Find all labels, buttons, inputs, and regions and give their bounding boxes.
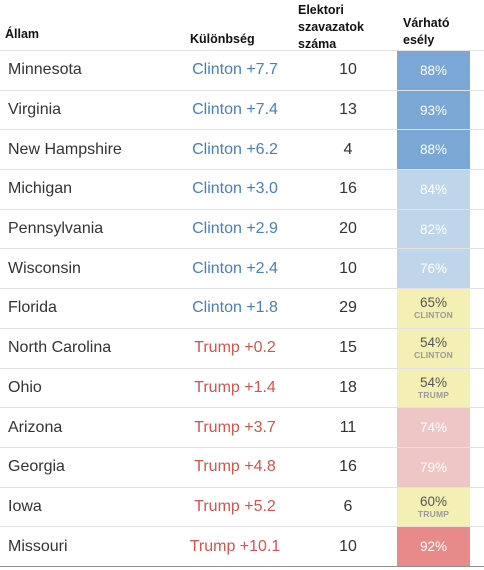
probability-value: 82% xyxy=(419,221,448,237)
table-row: Arizona Trump +3.7 11 74% xyxy=(0,407,484,447)
margin-value: Trump +4.8 xyxy=(194,458,276,476)
electoral-votes-value: 20 xyxy=(339,220,357,238)
probability-cell: 60% TRUMP xyxy=(397,487,470,527)
header-probability: Várható esély xyxy=(403,16,450,47)
state-name: Ohio xyxy=(8,378,42,396)
state-name: Virginia xyxy=(8,101,62,119)
margin-value: Trump +0.2 xyxy=(194,339,276,357)
state-name: Arizona xyxy=(8,418,63,436)
margin-value: Clinton +7.4 xyxy=(192,101,278,119)
electoral-votes-value: 10 xyxy=(339,537,357,555)
state-name: North Carolina xyxy=(8,339,112,357)
table-header: Állam Különbség Elektori szavazatok szám… xyxy=(0,0,484,51)
probability-value: 88% xyxy=(419,142,448,158)
state-name: New Hampshire xyxy=(8,140,122,158)
table-row: Virginia Clinton +7.4 13 93% xyxy=(0,89,484,130)
probability-value: 65% xyxy=(419,295,448,311)
probability-cell: 76% xyxy=(397,249,470,289)
probability-leader-label: TRUMP xyxy=(417,389,450,400)
electoral-votes-value: 16 xyxy=(339,180,357,198)
state-name: Florida xyxy=(8,299,57,317)
state-name: Wisconsin xyxy=(8,259,81,277)
probability-cell: 84% xyxy=(397,170,470,209)
table-row: Michigan Clinton +3.0 16 84% xyxy=(0,169,484,209)
margin-value: Clinton +2.9 xyxy=(192,220,278,238)
table-row: Ohio Trump +1.4 18 54% TRUMP xyxy=(0,367,484,408)
probability-value: 79% xyxy=(419,459,448,475)
header-electoral-votes: Elektori szavazatok száma xyxy=(298,3,365,51)
state-name: Missouri xyxy=(8,537,68,555)
table-row: Wisconsin Clinton +2.4 10 76% xyxy=(0,248,484,289)
table-row: Missouri Trump +10.1 10 92% xyxy=(0,526,484,567)
probability-value: 92% xyxy=(419,539,448,555)
electoral-votes-value: 29 xyxy=(339,299,357,317)
probability-cell: 88% xyxy=(397,130,470,170)
state-name: Iowa xyxy=(8,497,42,515)
probability-cell: 79% xyxy=(397,447,470,487)
probability-value: 84% xyxy=(419,181,448,197)
table-row: Minnesota Clinton +7.7 10 88% xyxy=(0,50,484,90)
table-row: New Hampshire Clinton +6.2 4 88% xyxy=(0,129,484,170)
margin-value: Trump +1.4 xyxy=(194,378,276,396)
probability-cell: 88% xyxy=(397,51,470,90)
margin-value: Clinton +1.8 xyxy=(192,299,278,317)
probability-value: 60% xyxy=(419,493,448,509)
electoral-votes-value: 11 xyxy=(339,418,357,436)
electoral-votes-value: 6 xyxy=(343,497,353,515)
state-name: Michigan xyxy=(8,180,73,198)
electoral-votes-value: 10 xyxy=(339,61,357,79)
state-name: Minnesota xyxy=(8,61,82,79)
table-body: Minnesota Clinton +7.7 10 88% Virginia Clinto… xyxy=(0,50,484,567)
margin-value: Trump +10.1 xyxy=(189,537,281,555)
margin-value: Trump +3.7 xyxy=(194,418,276,436)
probability-value: 76% xyxy=(419,261,448,277)
margin-value: Clinton +2.4 xyxy=(192,259,278,277)
probability-cell: 65% CLINTON xyxy=(397,289,470,328)
electoral-votes-value: 15 xyxy=(339,339,357,357)
margin-value: Clinton +6.2 xyxy=(192,140,278,158)
margin-value: Trump +5.2 xyxy=(194,497,276,515)
probability-cell: 54% TRUMP xyxy=(397,368,470,408)
header-difference: Különbség xyxy=(190,32,255,46)
electoral-votes-value: 16 xyxy=(339,458,357,476)
probability-value: 54% xyxy=(419,374,448,390)
probability-value: 93% xyxy=(419,102,448,118)
table-row: Georgia Trump +4.8 16 79% xyxy=(0,446,484,487)
probability-cell: 93% xyxy=(397,90,470,130)
state-name: Georgia xyxy=(8,458,65,476)
probability-value: 74% xyxy=(419,420,448,436)
margin-value: Clinton +3.0 xyxy=(192,180,278,198)
electoral-votes-value: 13 xyxy=(339,101,357,119)
electoral-votes-value: 4 xyxy=(343,140,353,158)
table-row: Iowa Trump +5.2 6 60% TRUMP xyxy=(0,486,484,527)
probability-leader-label: TRUMP xyxy=(417,508,450,519)
state-name: Pennsylvania xyxy=(8,220,104,238)
probability-cell: 92% xyxy=(397,527,470,566)
header-state: Állam xyxy=(5,27,40,41)
probability-cell: 54% CLINTON xyxy=(397,328,470,368)
table-row: North Carolina Trump +0.2 15 54% CLINTON xyxy=(0,327,484,368)
probability-cell: 82% xyxy=(397,209,470,249)
table-row: Pennsylvania Clinton +2.9 20 82% xyxy=(0,208,484,249)
probability-value: 88% xyxy=(419,62,448,78)
probability-leader-label: CLINTON xyxy=(413,310,454,321)
probability-cell: 74% xyxy=(397,408,470,447)
electoral-votes-value: 18 xyxy=(339,378,357,396)
probability-leader-label: CLINTON xyxy=(413,350,454,361)
table-row: Florida Clinton +1.8 29 65% CLINTON xyxy=(0,288,484,328)
margin-value: Clinton +7.7 xyxy=(192,61,278,79)
probability-value: 54% xyxy=(419,335,448,351)
electoral-votes-value: 10 xyxy=(339,259,357,277)
